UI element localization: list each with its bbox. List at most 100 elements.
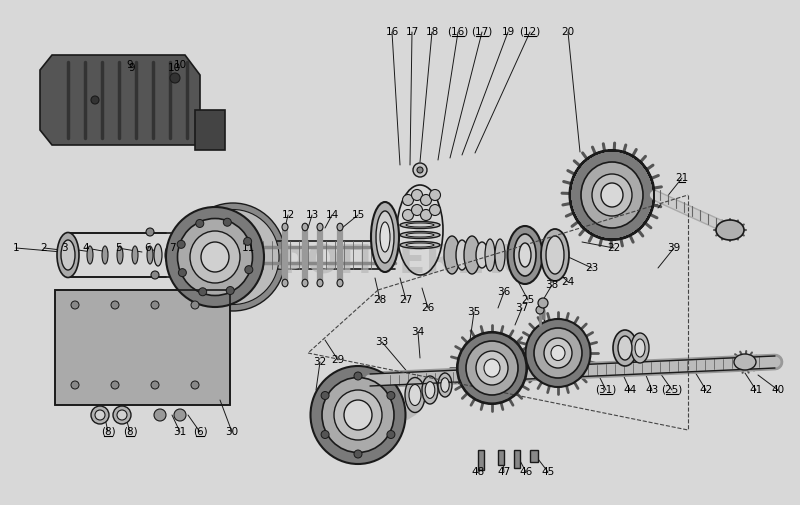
- Circle shape: [151, 301, 159, 309]
- Ellipse shape: [476, 242, 488, 268]
- Ellipse shape: [438, 373, 452, 397]
- Text: 23: 23: [586, 263, 598, 273]
- Ellipse shape: [546, 236, 564, 274]
- Text: 7: 7: [169, 243, 175, 253]
- Circle shape: [91, 96, 99, 104]
- Circle shape: [174, 409, 186, 421]
- Ellipse shape: [406, 243, 434, 247]
- Text: (12): (12): [519, 27, 541, 37]
- Circle shape: [354, 372, 362, 380]
- Circle shape: [154, 409, 166, 421]
- Text: 13: 13: [306, 210, 318, 220]
- Ellipse shape: [132, 246, 138, 264]
- Ellipse shape: [376, 211, 394, 263]
- Circle shape: [111, 301, 119, 309]
- Text: 9: 9: [129, 63, 135, 73]
- Text: 1: 1: [13, 243, 19, 253]
- Text: 20: 20: [562, 27, 574, 37]
- Polygon shape: [40, 55, 200, 145]
- Ellipse shape: [337, 223, 343, 231]
- Text: 10: 10: [174, 60, 186, 70]
- Circle shape: [421, 194, 431, 206]
- Text: (8): (8): [122, 427, 138, 437]
- Ellipse shape: [592, 174, 632, 216]
- Text: 45: 45: [542, 467, 554, 477]
- Text: (31): (31): [595, 385, 617, 395]
- Ellipse shape: [631, 333, 649, 363]
- Text: 15: 15: [351, 210, 365, 220]
- Ellipse shape: [165, 247, 171, 263]
- Ellipse shape: [117, 246, 123, 264]
- Circle shape: [411, 205, 422, 216]
- Ellipse shape: [181, 203, 286, 311]
- Ellipse shape: [166, 207, 264, 307]
- Text: 3: 3: [61, 243, 67, 253]
- Ellipse shape: [406, 233, 434, 237]
- Ellipse shape: [581, 162, 643, 228]
- Circle shape: [536, 306, 544, 314]
- Ellipse shape: [400, 241, 440, 248]
- Circle shape: [226, 286, 234, 294]
- Text: 25: 25: [522, 295, 534, 305]
- Circle shape: [417, 167, 423, 173]
- Ellipse shape: [310, 366, 406, 464]
- Circle shape: [191, 381, 199, 389]
- Ellipse shape: [507, 226, 542, 284]
- Text: 16: 16: [386, 27, 398, 37]
- Text: 46: 46: [519, 467, 533, 477]
- Ellipse shape: [476, 351, 508, 385]
- Circle shape: [117, 410, 127, 420]
- Text: 11: 11: [242, 243, 254, 253]
- Circle shape: [91, 406, 109, 424]
- Text: 8: 8: [193, 243, 199, 253]
- Text: 34: 34: [411, 327, 425, 337]
- Polygon shape: [195, 110, 225, 150]
- Ellipse shape: [406, 223, 434, 227]
- Ellipse shape: [317, 279, 323, 287]
- Text: 18: 18: [426, 27, 438, 37]
- Ellipse shape: [282, 223, 288, 231]
- Text: 32: 32: [314, 357, 326, 367]
- Text: 22: 22: [607, 243, 621, 253]
- Ellipse shape: [544, 338, 572, 368]
- Ellipse shape: [302, 223, 308, 231]
- Ellipse shape: [178, 219, 253, 295]
- Text: 39: 39: [667, 243, 681, 253]
- Ellipse shape: [514, 234, 536, 276]
- Ellipse shape: [618, 336, 632, 360]
- Circle shape: [113, 406, 131, 424]
- Bar: [478, 450, 484, 470]
- Ellipse shape: [519, 243, 531, 267]
- Ellipse shape: [344, 400, 372, 430]
- Text: 4: 4: [82, 243, 90, 253]
- Text: 36: 36: [498, 287, 510, 297]
- Ellipse shape: [716, 220, 744, 240]
- Text: 47: 47: [498, 467, 510, 477]
- Text: (6): (6): [193, 427, 207, 437]
- Text: 31: 31: [174, 427, 186, 437]
- Ellipse shape: [526, 319, 590, 387]
- Ellipse shape: [190, 231, 240, 283]
- Text: (16): (16): [447, 27, 469, 37]
- Circle shape: [177, 240, 185, 248]
- Ellipse shape: [457, 332, 527, 404]
- Ellipse shape: [541, 229, 569, 281]
- Text: 30: 30: [226, 427, 238, 437]
- Text: 21: 21: [675, 173, 689, 183]
- Text: 12: 12: [282, 210, 294, 220]
- Text: 27: 27: [399, 295, 413, 305]
- Circle shape: [421, 210, 431, 221]
- Circle shape: [402, 210, 414, 221]
- Ellipse shape: [426, 382, 435, 398]
- Text: 35: 35: [467, 307, 481, 317]
- Text: (8): (8): [101, 427, 115, 437]
- Text: 43: 43: [646, 385, 658, 395]
- Circle shape: [71, 301, 79, 309]
- Ellipse shape: [400, 231, 440, 238]
- Text: 29: 29: [331, 355, 345, 365]
- Circle shape: [196, 220, 204, 227]
- Text: 19: 19: [502, 27, 514, 37]
- Text: 28: 28: [374, 295, 386, 305]
- Ellipse shape: [147, 246, 153, 264]
- Ellipse shape: [57, 232, 79, 278]
